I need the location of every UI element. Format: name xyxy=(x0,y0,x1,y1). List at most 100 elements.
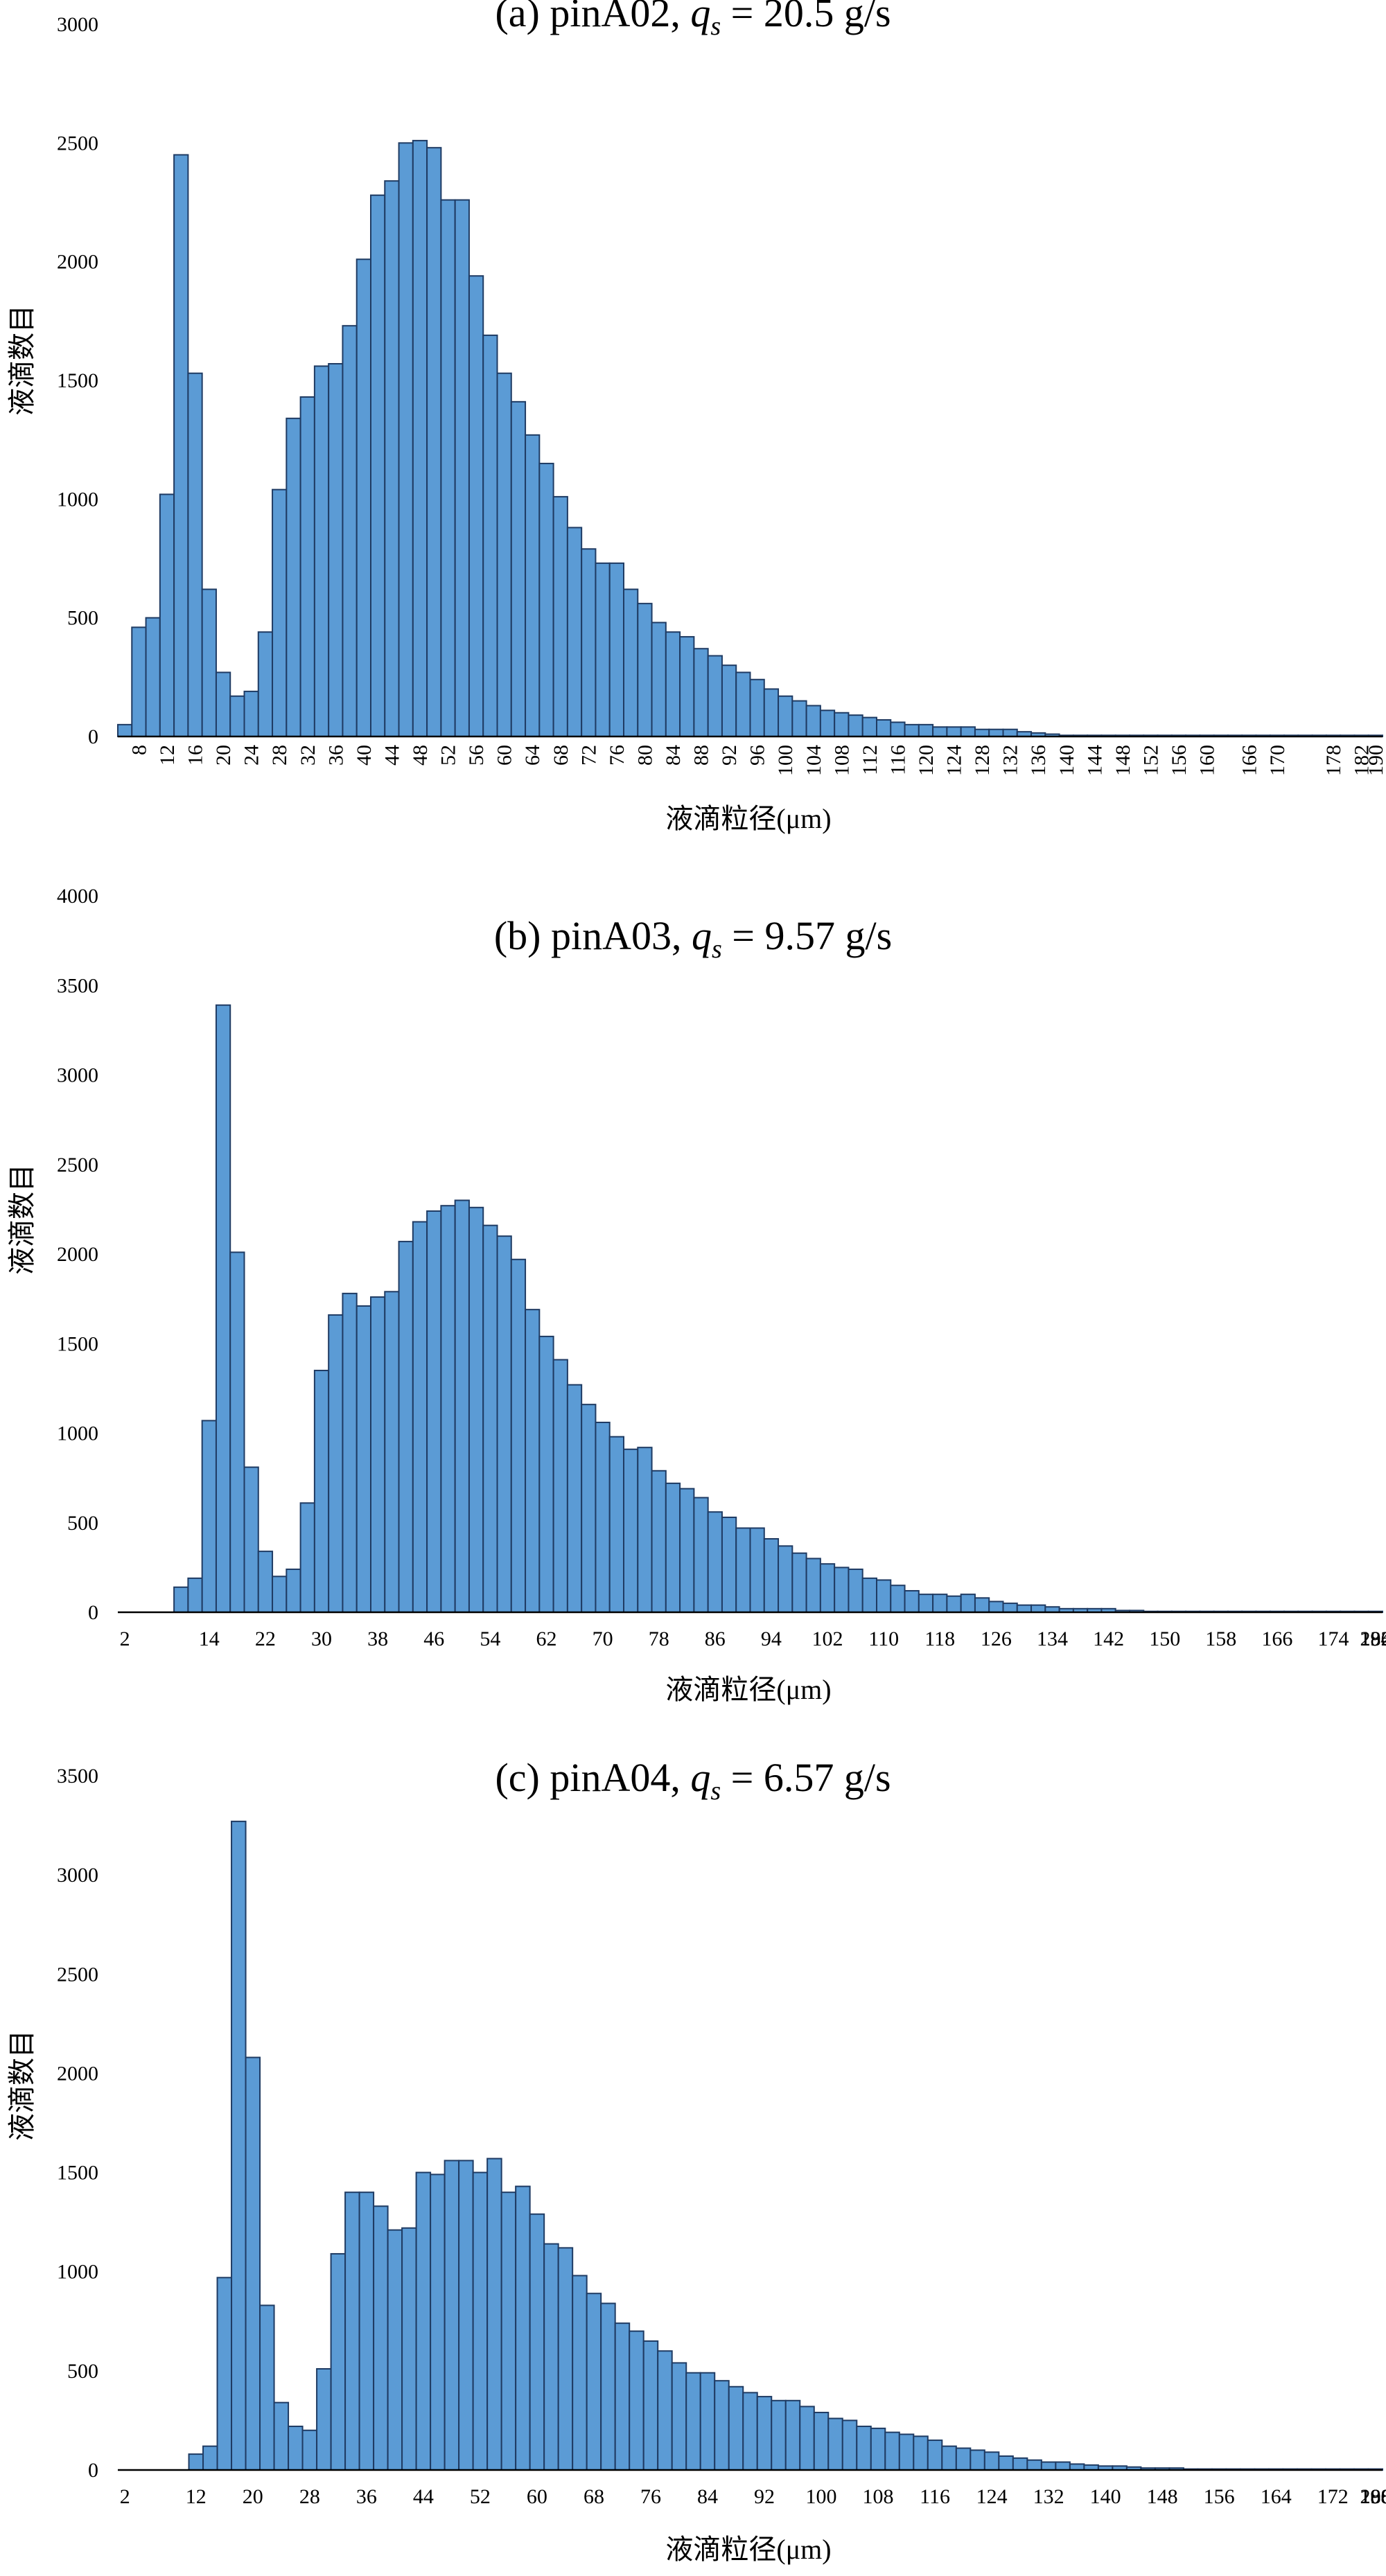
histogram-bar xyxy=(272,490,286,736)
histogram-bar xyxy=(331,2254,346,2470)
histogram-bar xyxy=(743,2392,757,2470)
histogram-bar xyxy=(624,590,638,736)
histogram-bar xyxy=(970,2450,985,2470)
histogram-bar xyxy=(778,696,792,736)
x-tick-label: 72 xyxy=(577,745,600,766)
x-tick-label: 112 xyxy=(859,745,881,775)
histogram-bar xyxy=(736,672,750,736)
chart-title: (b) pinA03, qs = 9.57 g/s xyxy=(494,913,892,964)
x-tick-label: 84 xyxy=(697,2485,718,2508)
histogram-bar xyxy=(539,464,553,736)
histogram-bar xyxy=(455,200,469,736)
histogram-bar xyxy=(961,727,975,736)
histogram-bar xyxy=(502,2192,516,2470)
histogram-bar xyxy=(666,632,680,736)
title-prefix: (c) pinA04, xyxy=(495,1755,690,1800)
histogram-bar xyxy=(385,1291,398,1612)
x-tick-label: 56 xyxy=(465,745,488,766)
histogram-bar xyxy=(430,2174,445,2470)
x-tick-label: 148 xyxy=(1112,745,1134,776)
histogram-bar xyxy=(905,1591,919,1612)
histogram-bar xyxy=(146,618,160,736)
x-tick-label: 60 xyxy=(493,745,516,766)
histogram-bar xyxy=(317,2369,331,2470)
histogram-bar xyxy=(751,1528,764,1612)
x-tick-label: 136 xyxy=(1027,745,1050,776)
x-tick-label: 132 xyxy=(1033,2485,1064,2508)
histogram-bar xyxy=(757,2397,772,2470)
title-subscript: s xyxy=(710,12,721,41)
y-tick-label: 1500 xyxy=(57,369,98,392)
x-tick-label: 62 xyxy=(536,1627,556,1650)
title-suffix: = 6.57 g/s xyxy=(721,1755,891,1800)
histogram-bar xyxy=(624,1449,638,1612)
histogram-bar xyxy=(371,1297,385,1612)
histogram-bar xyxy=(694,649,708,736)
x-tick-label: 92 xyxy=(718,745,741,766)
x-tick-label: 70 xyxy=(593,1627,613,1650)
histogram-bar xyxy=(1017,1605,1031,1612)
x-tick-label: 22 xyxy=(255,1627,276,1650)
histogram-bar xyxy=(230,1252,244,1612)
x-tick-label: 64 xyxy=(521,745,544,766)
histogram-bar xyxy=(286,418,300,736)
histogram-bar xyxy=(666,1483,680,1612)
histogram-bar xyxy=(413,1221,427,1612)
histogram-bar xyxy=(260,2305,274,2470)
histogram-bar xyxy=(202,1420,216,1612)
y-tick-label: 2000 xyxy=(57,2062,98,2085)
x-tick-label: 2 xyxy=(120,2485,130,2508)
histogram-bar xyxy=(615,2323,630,2470)
x-axis-label: 液滴粒径(μm) xyxy=(665,1674,831,1705)
x-tick-label: 38 xyxy=(367,1627,388,1650)
x-tick-label: 152 xyxy=(1139,745,1162,776)
histogram-bar xyxy=(913,2436,928,2470)
histogram-bar xyxy=(274,2403,289,2470)
y-tick-label: 2000 xyxy=(57,1243,98,1266)
histogram-bar xyxy=(919,1594,933,1612)
histogram-bar xyxy=(956,2449,971,2470)
histogram-bar xyxy=(786,2401,800,2470)
x-tick-label: 124 xyxy=(943,745,966,776)
x-tick-label: 94 xyxy=(761,1627,782,1650)
x-tick-label: 118 xyxy=(924,1627,955,1650)
histogram-bar xyxy=(999,2456,1013,2470)
histogram-bar xyxy=(834,1567,848,1612)
histogram-bar xyxy=(554,497,568,736)
histogram-bar xyxy=(272,1576,286,1612)
histogram-bar xyxy=(525,1309,539,1612)
histogram-bar xyxy=(132,627,146,736)
histogram-bar xyxy=(385,181,398,736)
x-tick-label: 46 xyxy=(423,1627,444,1650)
x-tick-label: 76 xyxy=(640,2485,661,2508)
histogram-bar xyxy=(288,2426,303,2470)
title-prefix: (b) pinA03, xyxy=(494,913,692,958)
x-tick-label: 28 xyxy=(299,2485,320,2508)
histogram-bar xyxy=(877,1580,891,1612)
histogram-bar xyxy=(751,680,764,736)
histogram-bar xyxy=(821,1564,834,1612)
y-tick-label: 500 xyxy=(67,607,98,630)
histogram-bar xyxy=(658,2351,672,2470)
histogram-bar xyxy=(469,1208,483,1612)
histogram-bar xyxy=(539,1336,553,1612)
histogram-bar xyxy=(989,1601,1003,1612)
histogram-bar xyxy=(568,527,581,736)
x-tick-label: 8 xyxy=(128,745,150,755)
x-tick-label: 108 xyxy=(830,745,853,776)
histogram-bar xyxy=(511,1260,525,1612)
histogram-bar xyxy=(1070,2464,1085,2470)
x-tick-label: 48 xyxy=(409,745,432,766)
histogram-bar xyxy=(891,1585,904,1612)
x-tick-label: 52 xyxy=(437,745,460,766)
title-variable: q xyxy=(690,1755,710,1800)
x-tick-label: 92 xyxy=(754,2485,775,2508)
x-tick-label: 172 xyxy=(1317,2485,1349,2508)
histogram-bar xyxy=(848,715,862,736)
histogram-bar xyxy=(258,632,272,736)
y-tick-label: 1000 xyxy=(57,1422,98,1445)
x-tick-label: 156 xyxy=(1168,745,1191,776)
histogram-bar xyxy=(445,2160,459,2470)
x-tick-label: 156 xyxy=(1204,2485,1235,2508)
